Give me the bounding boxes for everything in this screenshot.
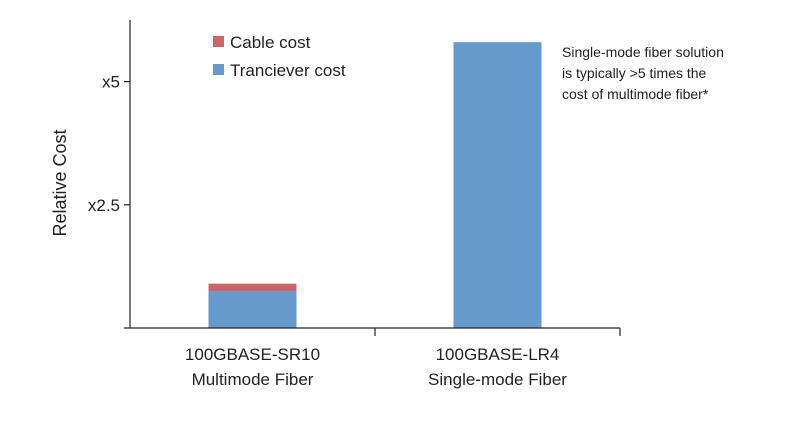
legend-swatch [213, 36, 224, 47]
bar-cable-cost [208, 283, 297, 292]
x-axis-ticks [374, 328, 621, 336]
category-labels: 100GBASE-SR10 Multimode Fiber 100GBASE-LR4… [185, 345, 567, 389]
legend: Cable cost Tranciever cost [213, 33, 346, 80]
y-tick-label: x2.5 [88, 196, 120, 215]
annotation-line: is typically >5 times the [562, 65, 707, 81]
y-axis-label: Relative Cost [50, 129, 70, 236]
annotation-text: Single-mode fiber solution is typically >… [562, 44, 724, 102]
category-label: Multimode Fiber [192, 370, 314, 389]
category-label: 100GBASE-SR10 [185, 345, 320, 364]
legend-label: Cable cost [230, 33, 311, 52]
annotation-line: Single-mode fiber solution [562, 44, 724, 60]
legend-label: Tranciever cost [230, 61, 346, 80]
y-tick-label: x5 [102, 73, 120, 92]
category-label: 100GBASE-LR4 [436, 345, 560, 364]
bar-tranciever-cost [208, 291, 297, 328]
y-axis-ticks: x2.5 x5 [88, 73, 130, 215]
annotation-line: cost of multimode fiber* [562, 86, 709, 102]
bars [208, 42, 542, 329]
bar-tranciever-cost [453, 42, 542, 329]
category-label: Single-mode Fiber [428, 370, 567, 389]
legend-swatch [213, 64, 224, 75]
